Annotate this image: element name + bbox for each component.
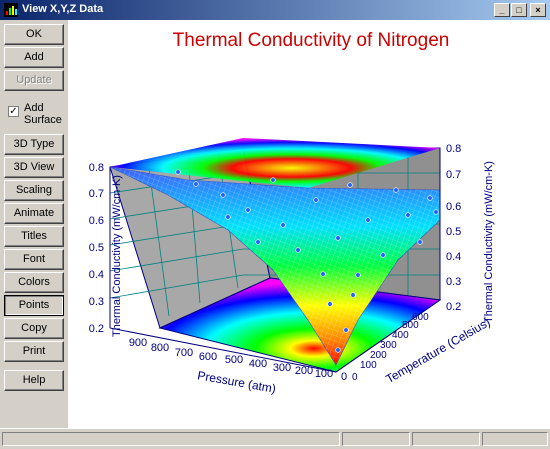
- help-button[interactable]: Help: [4, 370, 64, 391]
- close-button[interactable]: ×: [530, 3, 546, 17]
- y-tick: 300: [380, 340, 397, 351]
- z-tick: 0.5: [446, 226, 461, 238]
- titles-button[interactable]: Titles: [4, 226, 64, 247]
- x-axis-label: Pressure (atm): [196, 368, 277, 396]
- z-tick: 0.4: [89, 269, 104, 281]
- data-point: [175, 169, 181, 175]
- z-tick: 0.3: [446, 276, 461, 288]
- data-point: [355, 272, 361, 278]
- data-point: [335, 347, 341, 353]
- copy-button[interactable]: Copy: [4, 318, 64, 339]
- surface-grid-lines: [110, 167, 440, 365]
- data-point: [350, 292, 356, 298]
- y-ticks: 0 100 200 300 400 500 600: [352, 312, 429, 383]
- x-tick: 0: [341, 371, 347, 383]
- chart-area: Thermal Conductivity of Nitrogen: [68, 20, 550, 428]
- z-tick: 0.8: [89, 162, 104, 174]
- data-point: [225, 214, 231, 220]
- status-pane: [412, 432, 480, 446]
- data-point: [320, 271, 326, 277]
- colors-button[interactable]: Colors: [4, 272, 64, 293]
- z-ticks-right: 0.2 0.3 0.4 0.5 0.6 0.7 0.8: [446, 143, 461, 313]
- x-tick: 200: [295, 365, 313, 377]
- z-axis-label-right: Thermal Conductivity (mW/cm-K): [483, 161, 495, 323]
- surface-chart: Thermal Conductivity of Nitrogen: [89, 30, 495, 396]
- data-point: [433, 209, 439, 215]
- title-bar: View X,Y,Z Data _ □ ×: [0, 0, 550, 20]
- data-point: [393, 187, 399, 193]
- x-tick: 700: [175, 347, 193, 359]
- minimize-button[interactable]: _: [494, 3, 510, 17]
- status-pane: [2, 432, 340, 446]
- z-tick: 0.2: [89, 323, 104, 335]
- data-point: [417, 239, 423, 245]
- data-point: [280, 222, 286, 228]
- z-tick: 0.3: [89, 296, 104, 308]
- x-tick: 900: [129, 337, 147, 349]
- x-ticks: 900 800 700 600 500 400 300 200 100 0: [129, 337, 347, 383]
- data-point: [327, 301, 333, 307]
- x-tick: 500: [225, 354, 243, 366]
- x-tick: 600: [199, 351, 217, 363]
- data-points: [175, 169, 439, 353]
- data-point: [405, 212, 411, 218]
- data-point: [270, 177, 276, 183]
- z-ticks-left: 0.2 0.3 0.4 0.5 0.6 0.7 0.8: [89, 162, 104, 335]
- data-point: [343, 327, 349, 333]
- x-tick: 400: [249, 358, 267, 370]
- axis-lines: [109, 148, 441, 373]
- y-tick: 0: [352, 372, 358, 383]
- data-point: [193, 181, 199, 187]
- data-point: [427, 195, 433, 201]
- y-tick: 400: [392, 330, 409, 341]
- z-tick: 0.7: [89, 188, 104, 200]
- y-tick: 500: [402, 320, 419, 331]
- animate-button[interactable]: Animate: [4, 203, 64, 224]
- sidebar: OK Add Update ✓ Add Surface 3D Type 3D V…: [0, 20, 68, 428]
- 3d-type-button[interactable]: 3D Type: [4, 134, 64, 155]
- status-pane: [342, 432, 410, 446]
- data-point: [365, 217, 371, 223]
- status-pane: [482, 432, 548, 446]
- y-tick: 100: [360, 360, 377, 371]
- data-point: [220, 192, 226, 198]
- chart-title: Thermal Conductivity of Nitrogen: [173, 30, 450, 51]
- app-icon: [4, 3, 18, 17]
- add-surface-label: Add Surface: [24, 102, 62, 126]
- scaling-button[interactable]: Scaling: [4, 180, 64, 201]
- data-point: [335, 235, 341, 241]
- z-axis-label-left: Thermal Conductivity (mW/cm-K): [111, 175, 123, 337]
- data-point: [295, 247, 301, 253]
- y-tick: 600: [412, 312, 429, 323]
- x-tick: 300: [273, 362, 291, 374]
- x-tick: 100: [315, 368, 333, 380]
- data-point: [380, 252, 386, 258]
- z-tick: 0.2: [446, 301, 461, 313]
- data-point: [255, 239, 261, 245]
- add-button[interactable]: Add: [4, 47, 64, 68]
- y-tick: 200: [370, 350, 387, 361]
- z-tick: 0.8: [446, 143, 461, 155]
- print-button[interactable]: Print: [4, 341, 64, 362]
- data-point: [347, 182, 353, 188]
- top-contour: [110, 138, 440, 188]
- z-tick: 0.7: [446, 169, 461, 181]
- z-tick: 0.6: [446, 201, 461, 213]
- maximize-button[interactable]: □: [511, 3, 527, 17]
- z-tick: 0.4: [446, 251, 461, 263]
- window-title: View X,Y,Z Data: [22, 3, 104, 15]
- points-button[interactable]: Points: [4, 295, 64, 316]
- ok-button[interactable]: OK: [4, 24, 64, 45]
- z-tick: 0.5: [89, 242, 104, 254]
- checkbox-check-icon[interactable]: ✓: [8, 106, 19, 117]
- data-point: [313, 197, 319, 203]
- add-surface-checkbox[interactable]: ✓ Add Surface: [6, 102, 66, 132]
- update-button: Update: [4, 70, 64, 91]
- x-tick: 800: [151, 342, 169, 354]
- font-button[interactable]: Font: [4, 249, 64, 270]
- 3d-view-button[interactable]: 3D View: [4, 157, 64, 178]
- z-tick: 0.6: [89, 215, 104, 227]
- status-bar: [0, 428, 550, 449]
- data-point: [245, 207, 251, 213]
